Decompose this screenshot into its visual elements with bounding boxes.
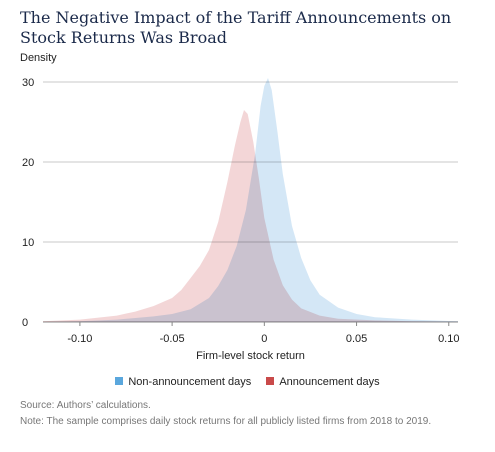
density-area-announcement xyxy=(43,110,458,322)
x-tick-label--0.10: -0.10 xyxy=(67,333,92,345)
legend-item-non-announcement[interactable]: Non-announcement days xyxy=(115,376,251,388)
y-tick-label-20: 20 xyxy=(22,157,34,169)
legend-swatch-non-announcement xyxy=(115,377,124,385)
legend-label-non-announcement: Non-announcement days xyxy=(128,376,252,388)
axes: 0 10 20 30 -0.10 -0.05 0 0.05 0.10 Firm-level sto… xyxy=(22,77,459,362)
legend: Non-announcement days Announcement days xyxy=(0,376,495,388)
legend-item-announcement[interactable]: Announcement days xyxy=(266,376,380,388)
x-axis-label: Firm-level stock return xyxy=(196,350,305,362)
y-axis-label: Density xyxy=(20,52,57,64)
sample-note: Note: The sample comprises daily stock r… xyxy=(20,416,432,427)
density-areas xyxy=(43,78,458,322)
y-tick-label-10: 10 xyxy=(22,237,34,249)
y-tick-label-0: 0 xyxy=(22,317,28,329)
x-tick-label-0: 0 xyxy=(261,333,267,345)
legend-swatch-announcement xyxy=(266,377,275,385)
chart-title: The Negative Impact of the Tariff Announ… xyxy=(20,8,452,47)
footnotes: Source: Authors’ calculations. Note: The… xyxy=(20,398,475,430)
x-tick-label-0.05: 0.05 xyxy=(346,333,367,345)
legend-label-announcement: Announcement days xyxy=(279,376,380,388)
x-tick-label-0.10: 0.10 xyxy=(438,333,459,345)
y-tick-label-30: 30 xyxy=(22,77,34,89)
source-note: Source: Authors’ calculations. xyxy=(20,400,151,411)
x-tick-label--0.05: -0.05 xyxy=(160,333,185,345)
